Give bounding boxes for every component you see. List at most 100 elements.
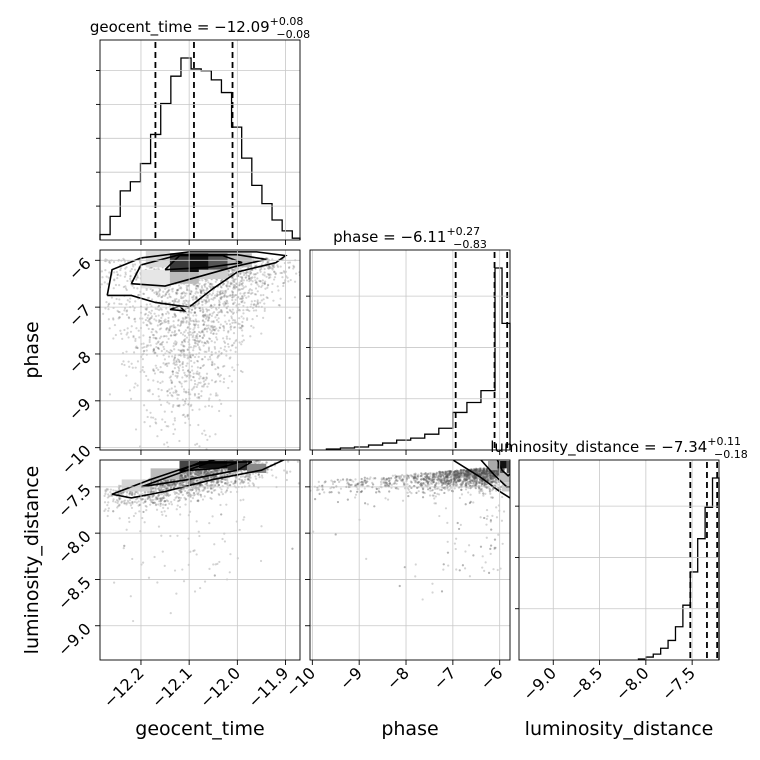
sample-point <box>170 334 173 337</box>
sample-point <box>257 472 260 476</box>
sample-point <box>160 319 163 323</box>
sample-point <box>98 261 100 263</box>
sample-point <box>218 301 221 304</box>
sample-point <box>189 292 192 296</box>
sample-point <box>240 287 243 291</box>
sample-point <box>225 299 228 302</box>
sample-point <box>233 295 236 298</box>
sample-point <box>218 493 221 497</box>
sample-point <box>239 327 242 330</box>
sample-point <box>173 484 176 487</box>
sample-point <box>157 395 160 398</box>
sample-point <box>90 293 92 295</box>
sample-point <box>112 318 115 321</box>
sample-point <box>134 491 137 494</box>
sample-point <box>207 476 210 479</box>
sample-point <box>270 468 273 471</box>
sample-point <box>232 285 236 289</box>
sample-point <box>203 328 206 331</box>
sample-point <box>230 315 233 318</box>
sample-point <box>464 475 468 478</box>
sample-point <box>255 458 257 460</box>
sample-point <box>165 328 168 331</box>
sample-point <box>204 433 207 437</box>
sample-point <box>175 390 178 393</box>
sample-point <box>290 450 292 452</box>
sample-point <box>248 279 251 283</box>
sample-point <box>210 491 214 495</box>
sample-point <box>240 457 242 459</box>
sample-point <box>183 334 187 337</box>
sample-point <box>160 493 163 496</box>
sample-point <box>238 309 241 312</box>
sample-point <box>198 282 201 285</box>
sample-point <box>154 336 157 340</box>
sample-point <box>412 475 415 478</box>
sample-point <box>253 299 256 303</box>
sample-point <box>133 268 137 271</box>
sample-point <box>448 470 451 473</box>
sample-point <box>174 553 176 555</box>
sample-point <box>196 499 199 502</box>
sample-point <box>161 371 165 374</box>
sample-point <box>175 291 178 295</box>
sample-point <box>189 476 192 479</box>
sample-point <box>148 318 151 321</box>
sample-point <box>73 298 75 300</box>
sample-point <box>195 490 198 493</box>
sample-point <box>346 498 349 501</box>
sample-point <box>189 327 192 330</box>
sample-point <box>303 282 305 284</box>
sample-point <box>260 285 263 289</box>
sample-point <box>266 273 270 276</box>
sample-point <box>191 319 195 322</box>
sample-point <box>196 487 199 490</box>
sample-point <box>446 472 450 476</box>
sample-point <box>202 472 206 475</box>
sample-point <box>169 296 172 299</box>
sample-point <box>121 337 124 340</box>
sample-point <box>222 337 225 340</box>
sample-point <box>198 445 201 448</box>
sample-point <box>212 332 215 335</box>
sample-point <box>209 476 213 479</box>
sample-point <box>185 486 188 490</box>
sample-point <box>306 459 308 461</box>
sample-point <box>185 473 188 476</box>
sample-point <box>215 278 219 282</box>
sample-point <box>159 322 162 326</box>
sample-point <box>181 376 184 379</box>
sample-point <box>195 442 199 445</box>
sample-point <box>218 303 221 306</box>
sample-point <box>167 362 170 365</box>
sample-point <box>174 483 178 487</box>
sample-point <box>212 311 216 314</box>
sample-point <box>270 451 272 453</box>
sample-point <box>219 479 222 483</box>
sample-point <box>180 349 183 352</box>
sample-point <box>173 417 176 420</box>
sample-point <box>203 284 206 287</box>
sample-point <box>107 303 110 306</box>
sample-point <box>181 362 184 365</box>
sample-point <box>178 505 182 509</box>
sample-point <box>246 318 249 321</box>
sample-point <box>203 471 206 474</box>
sample-point <box>244 272 248 275</box>
sample-point <box>489 547 492 550</box>
sample-point <box>90 261 92 263</box>
sample-point <box>202 380 206 383</box>
sample-point <box>207 477 210 480</box>
sample-point <box>216 480 220 484</box>
sample-point <box>153 312 156 315</box>
sample-point <box>152 490 155 493</box>
sample-point <box>242 286 245 289</box>
sample-point <box>219 285 223 289</box>
sample-point <box>175 293 178 296</box>
sample-point <box>215 481 218 484</box>
sample-point <box>157 487 160 490</box>
sample-point <box>211 292 215 295</box>
sample-point <box>118 497 121 500</box>
sample-point <box>180 320 183 323</box>
sample-point <box>464 477 467 481</box>
